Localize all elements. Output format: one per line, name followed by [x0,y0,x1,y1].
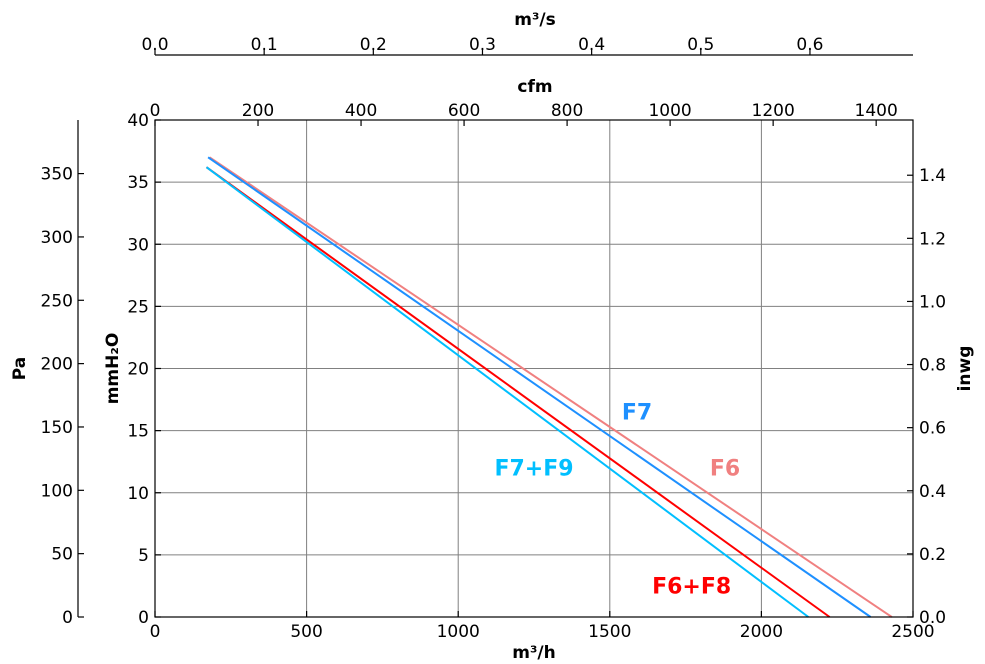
inwg-tick-label: 1.2 [919,229,946,249]
m3s-tick-label: 0.3 [469,35,496,55]
cfm-tick-label: 200 [242,101,274,121]
pa-tick-label: 300 [41,228,73,248]
series-line-f7 [207,156,872,618]
m3s-tick-label: 0.4 [578,35,605,55]
series-line-f7-f9 [205,166,809,618]
mmh2o-tick-label: 0 [138,608,149,628]
inwg-tick-label: 1.0 [919,292,946,312]
pa-tick-label: 250 [41,291,73,311]
m3s-axis-label: m³/s [514,10,556,30]
m3s-tick-label: 0.2 [360,35,387,55]
cfm-tick-label: 400 [345,101,377,121]
m3s-tick-label: 0.0 [141,35,168,55]
cfm-tick-label: 0 [150,101,161,121]
mmh2o-tick-label: 10 [127,484,149,504]
x-tick-label: 500 [290,622,322,642]
inwg-axis-label: inwg [955,346,975,392]
series-line-f6-f8 [205,166,831,618]
cfm-tick-label: 1200 [752,101,795,121]
mmh2o-tick-label: 5 [138,546,149,566]
series-label-f7-f9: F7+F9 [494,456,573,481]
mmh2o-tick-label: 40 [127,111,149,131]
m3s-tick-label: 0.1 [251,35,278,55]
pa-tick-label: 350 [41,165,73,185]
mmh2o-tick-label: 35 [127,173,149,193]
inwg-tick-label: 0.2 [919,545,946,565]
grid-layer [155,120,913,617]
cfm-tick-label: 800 [551,101,583,121]
series-label-f6-f8: F6+F8 [652,574,731,599]
mmh2o-axis-label: mmH₂O [103,333,123,405]
mmh2o-tick-label: 15 [127,422,149,442]
inwg-tick-label: 0.6 [919,419,946,439]
cfm-tick-label: 1000 [648,101,691,121]
inwg-tick-label: 0.8 [919,356,946,376]
cfm-tick-label: 600 [448,101,480,121]
series-label-f7: F7 [622,400,652,425]
pa-axis-label: Pa [10,357,30,380]
pa-tick-label: 50 [51,545,73,565]
x-tick-label: 2500 [891,622,934,642]
inwg-tick-label: 0.0 [919,608,946,628]
series-line-f6 [209,156,893,618]
m3s-tick-label: 0.6 [796,35,823,55]
cfm-tick-label: 1400 [855,101,898,121]
x-tick-label: 1000 [437,622,480,642]
labels-layer: F7 F6 F7+F9 F6+F8 [494,400,740,599]
x-tick-label: 0 [150,622,161,642]
cfm-axis-label: cfm [517,77,552,97]
m3s-tick-label: 0.5 [687,35,714,55]
mmh2o-tick-label: 30 [127,235,149,255]
series-label-f6: F6 [710,456,740,481]
inwg-tick-label: 1.4 [919,166,946,186]
series-layer [205,156,893,618]
mmh2o-tick-label: 25 [127,297,149,317]
pa-tick-label: 0 [62,608,73,628]
x-tick-label: 1500 [588,622,631,642]
inwg-tick-label: 0.4 [919,482,946,502]
x-axis-label: m³/h [512,643,555,663]
pa-tick-label: 200 [41,355,73,375]
pa-tick-label: 100 [41,481,73,501]
pa-tick-label: 150 [41,418,73,438]
mmh2o-tick-label: 20 [127,360,149,380]
x-tick-label: 2000 [740,622,783,642]
